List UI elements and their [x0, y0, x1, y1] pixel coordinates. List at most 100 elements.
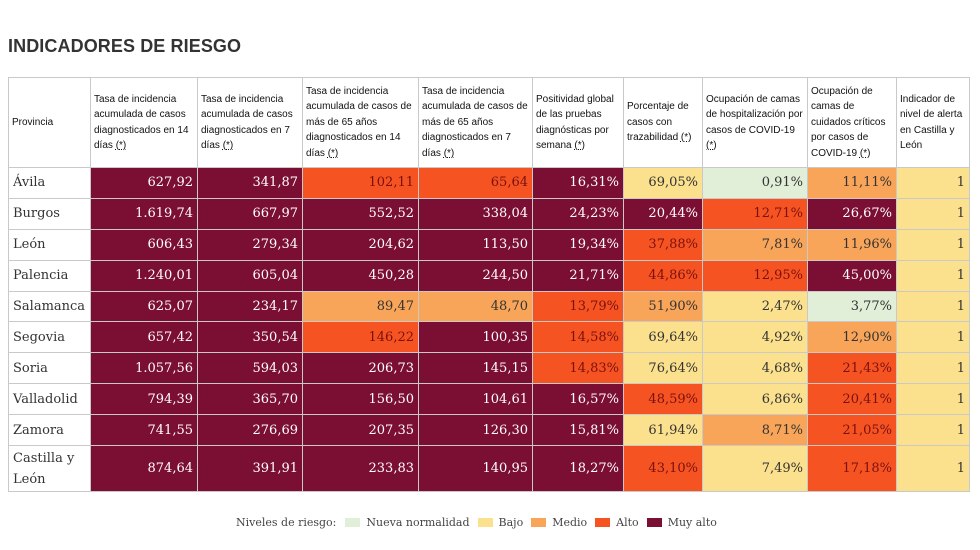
- footnote-reference-link[interactable]: (*): [859, 147, 871, 159]
- indicator-value-cell: 12,90%: [807, 321, 897, 354]
- indicator-value-cell: 3,77%: [807, 290, 897, 323]
- indicator-value-cell: 1: [896, 352, 970, 385]
- indicator-value-cell: 113,50: [418, 228, 533, 261]
- indicator-value-cell: 4,68%: [702, 352, 808, 385]
- indicator-value-cell: 234,17: [197, 290, 303, 323]
- indicator-value-cell: 206,73: [302, 352, 419, 385]
- table-row: Salamanca 625,07 234,17 89,47 48,70 13,79% 51,…: [8, 290, 970, 323]
- indicator-value-cell: 51,90%: [623, 290, 703, 323]
- indicator-value-cell: 37,88%: [623, 228, 703, 261]
- legend-item-bajo: Bajo: [477, 516, 524, 529]
- indicator-value-cell: 145,15: [418, 352, 533, 385]
- indicator-value-cell: 207,35: [302, 414, 419, 447]
- footnote-reference-link[interactable]: (*): [706, 140, 717, 151]
- province-name-cell: Soria: [8, 352, 91, 385]
- column-header: Positividad global de las pruebas diagnó…: [532, 77, 624, 168]
- indicator-value-cell: 17,18%: [807, 445, 897, 493]
- column-header: Tasa de incidencia acumulada de casos di…: [90, 77, 198, 168]
- province-name-cell: Palencia: [8, 259, 91, 292]
- indicator-value-cell: 100,35: [418, 321, 533, 354]
- legend-swatch: [477, 518, 493, 527]
- footnote-reference-link[interactable]: (*): [115, 140, 127, 151]
- indicator-value-cell: 13,79%: [532, 290, 624, 323]
- indicator-value-cell: 874,64: [90, 445, 198, 493]
- indicator-value-cell: 667,97: [197, 197, 303, 230]
- indicator-value-cell: 18,27%: [532, 445, 624, 493]
- column-header-text: Tasa de incidencia acumulada de casos di…: [201, 93, 293, 152]
- indicator-value-cell: 45,00%: [807, 259, 897, 292]
- indicator-value-cell: 19,34%: [532, 228, 624, 261]
- indicator-value-cell: 1: [896, 414, 970, 447]
- indicator-value-cell: 552,52: [302, 197, 419, 230]
- indicator-value-cell: 20,41%: [807, 383, 897, 416]
- indicator-value-cell: 350,54: [197, 321, 303, 354]
- indicator-value-cell: 365,70: [197, 383, 303, 416]
- indicator-value-cell: 1.619,74: [90, 197, 198, 230]
- indicator-value-cell: 140,95: [418, 445, 533, 493]
- legend-items: Nueva normalidad Bajo Medio Alto Muy alto: [345, 516, 724, 529]
- footnote-reference-link[interactable]: (*): [443, 147, 455, 159]
- legend-swatch: [646, 518, 662, 527]
- indicator-value-cell: 15,81%: [532, 414, 624, 447]
- indicator-value-cell: 1: [896, 445, 970, 493]
- indicator-value-cell: 4,92%: [702, 321, 808, 354]
- column-header: Tasa de incidencia acumulada de casos de…: [418, 77, 533, 168]
- legend-item-label: Muy alto: [667, 516, 717, 529]
- indicator-value-cell: 76,64%: [623, 352, 703, 385]
- risk-legend: Niveles de riesgo: Nueva normalidad Bajo M…: [236, 516, 725, 529]
- indicator-value-cell: 1.240,01: [90, 259, 198, 292]
- indicator-value-cell: 1: [896, 197, 970, 230]
- indicator-value-cell: 104,61: [418, 383, 533, 416]
- table-row: Burgos 1.619,74 667,97 552,52 338,04 24,23% 20…: [8, 197, 970, 230]
- column-header: Tasa de incidencia acumulada de casos di…: [197, 77, 303, 168]
- indicator-value-cell: 627,92: [90, 167, 198, 199]
- page-title: INDICADORES DE RIESGO: [8, 36, 242, 56]
- indicator-value-cell: 48,59%: [623, 383, 703, 416]
- indicator-value-cell: 6,86%: [702, 383, 808, 416]
- indicator-value-cell: 450,28: [302, 259, 419, 292]
- footnote-reference-link[interactable]: (*): [574, 140, 585, 151]
- indicator-value-cell: 625,07: [90, 290, 198, 323]
- table-row: Segovia 657,42 350,54 146,22 100,35 14,58% 69,…: [8, 321, 970, 354]
- column-header-text: Provincia: [12, 116, 54, 128]
- legend-swatch: [345, 518, 361, 527]
- indicator-value-cell: 48,70: [418, 290, 533, 323]
- indicator-value-cell: 14,83%: [532, 352, 624, 385]
- indicator-value-cell: 12,71%: [702, 197, 808, 230]
- indicator-value-cell: 2,47%: [702, 290, 808, 323]
- indicator-value-cell: 794,39: [90, 383, 198, 416]
- legend-item-label: Bajo: [498, 516, 524, 529]
- province-name-cell: Zamora: [8, 414, 91, 447]
- indicator-value-cell: 605,04: [197, 259, 303, 292]
- indicator-value-cell: 1: [896, 321, 970, 354]
- province-name-cell: Ávila: [8, 167, 91, 199]
- column-header: Ocupación de camas de cuidados críticos …: [807, 77, 897, 168]
- footnote-reference-link[interactable]: (*): [680, 132, 692, 144]
- table-body: Ávila 627,92 341,87 102,11 65,64 16,31% 69,05%…: [8, 167, 970, 493]
- indicator-value-cell: 204,62: [302, 228, 419, 261]
- indicator-value-cell: 156,50: [302, 383, 419, 416]
- indicator-value-cell: 341,87: [197, 167, 303, 199]
- legend-item-label: Medio: [552, 516, 588, 529]
- column-header: Porcentaje de casos con trazabilidad (*): [623, 77, 703, 168]
- indicator-value-cell: 1: [896, 167, 970, 199]
- table-row: Zamora 741,55 276,69 207,35 126,30 15,81% 61,9…: [8, 414, 970, 447]
- indicator-value-cell: 244,50: [418, 259, 533, 292]
- column-header-text: Tasa de incidencia acumulada de casos de…: [306, 85, 412, 159]
- indicator-value-cell: 7,81%: [702, 228, 808, 261]
- column-header-text: Ocupación de camas de hospitalización po…: [706, 93, 803, 136]
- indicator-value-cell: 146,22: [302, 321, 419, 354]
- indicator-value-cell: 69,64%: [623, 321, 703, 354]
- indicator-value-cell: 65,64: [418, 167, 533, 199]
- indicator-value-cell: 43,10%: [623, 445, 703, 493]
- province-name-cell: Castilla y León: [8, 445, 91, 493]
- indicator-value-cell: 338,04: [418, 197, 533, 230]
- risk-indicators-table: Provincia Tasa de incidencia acumulada de…: [8, 77, 970, 493]
- indicator-value-cell: 1: [896, 383, 970, 416]
- indicator-value-cell: 20,44%: [623, 197, 703, 230]
- indicator-value-cell: 606,43: [90, 228, 198, 261]
- legend-item-nueva-normalidad: Nueva normalidad: [345, 516, 470, 529]
- footnote-reference-link[interactable]: (*): [222, 140, 234, 151]
- indicator-value-cell: 89,47: [302, 290, 419, 323]
- footnote-reference-link[interactable]: (*): [327, 147, 339, 159]
